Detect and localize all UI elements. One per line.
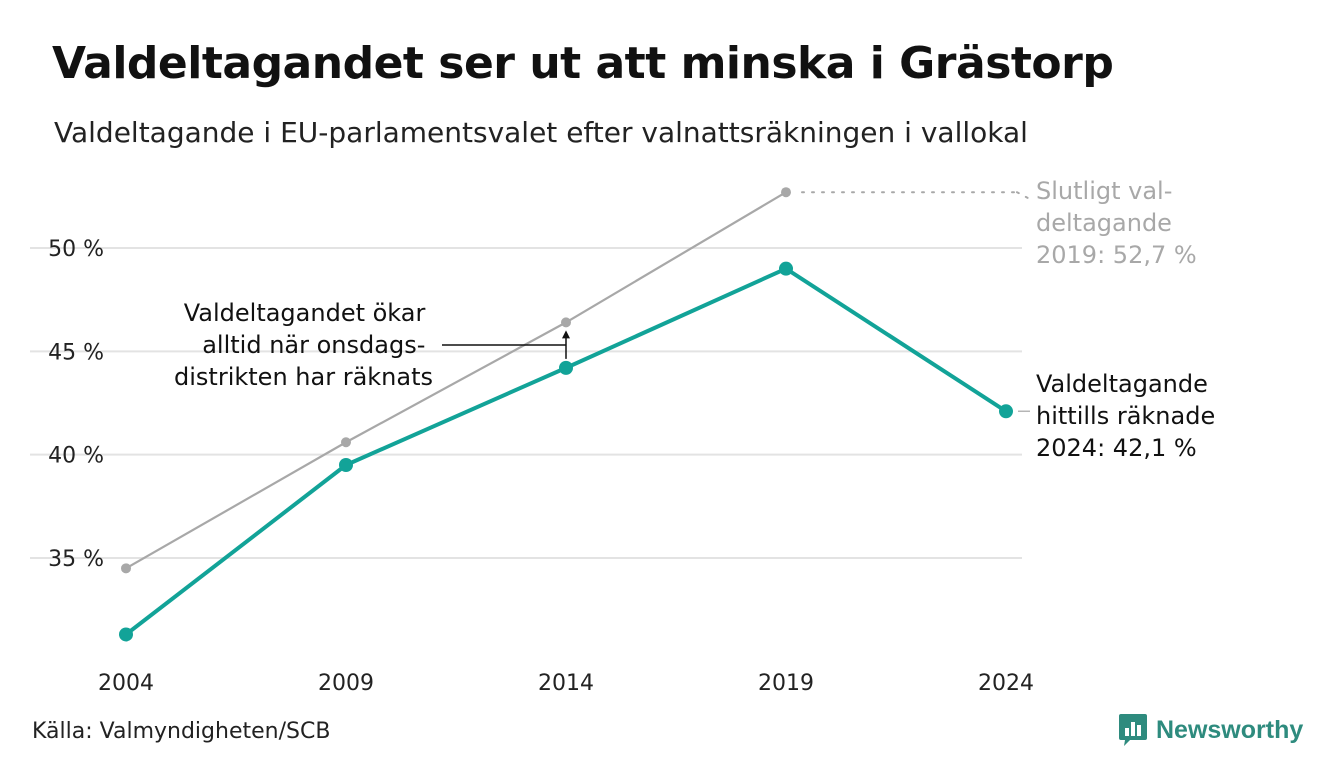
wednesday-annotation-arrowhead <box>562 330 570 339</box>
wednesday-annotation-line: Valdeltagandet ökar <box>184 299 426 327</box>
counted-2024-annotation-line: hittills räknade <box>1036 402 1215 430</box>
y-tick-label: 50 % <box>48 237 104 262</box>
final-2019-annotation-line: Slutligt val- <box>1036 177 1172 205</box>
series-lines <box>124 191 1008 637</box>
final-2019-annotation: Slutligt val- deltagande 2019: 52,7 % <box>1036 177 1197 269</box>
wednesday-annotation-line: alltid när onsdags- <box>202 331 425 359</box>
source-note: Källa: Valmyndigheten/SCB <box>32 719 331 744</box>
final-2019-annotation-line: 2019: 52,7 % <box>1036 241 1197 269</box>
series-points <box>119 187 1013 642</box>
annotations: Slutligt val- deltagande 2019: 52,7 % Va… <box>174 177 1223 462</box>
bar-chart-logo-icon <box>1119 714 1147 746</box>
data-point-final <box>561 317 571 328</box>
data-point-counted <box>559 360 573 375</box>
counted-2024-annotation: Valdeltagande hittills räknade 2024: 42,… <box>1036 370 1223 462</box>
data-point-counted <box>119 627 133 642</box>
y-tick-label: 35 % <box>48 547 104 572</box>
counted-2024-annotation-line: 2024: 42,1 % <box>1036 434 1197 462</box>
data-point-counted <box>339 458 353 472</box>
y-tick-label: 40 % <box>48 444 104 469</box>
x-tick-label: 2019 <box>758 671 814 696</box>
y-axis-ticks: 35 % 40 % 45 % 50 % <box>48 237 104 572</box>
final-2019-annotation-line: deltagande <box>1036 209 1172 237</box>
x-tick-label: 2009 <box>318 671 374 696</box>
series-line-final <box>124 191 788 570</box>
x-axis-ticks: 2004 2009 2014 2019 2024 <box>98 671 1034 696</box>
x-tick-label: 2024 <box>978 671 1034 696</box>
final-2019-leader-line <box>801 191 1033 202</box>
data-point-counted <box>779 261 793 276</box>
newsworthy-logo: Newsworthy <box>1118 713 1303 747</box>
logo-text: Newsworthy <box>1156 715 1304 744</box>
x-tick-label: 2004 <box>98 671 154 696</box>
x-tick-label: 2014 <box>538 671 594 696</box>
wednesday-annotation-line: distrikten har räknats <box>174 363 433 391</box>
chart-subtitle: Valdeltagande i EU-parlamentsvalet efter… <box>54 116 1028 149</box>
chart-title: Valdeltagandet ser ut att minska i Gräst… <box>52 38 1114 89</box>
wednesday-annotation: Valdeltagandet ökar alltid när onsdags- … <box>174 299 433 391</box>
counted-2024-annotation-line: Valdeltagande <box>1036 370 1208 398</box>
data-point-final <box>341 437 351 448</box>
y-tick-label: 45 % <box>48 340 104 365</box>
data-point-final <box>121 563 131 574</box>
data-point-counted <box>999 404 1013 419</box>
data-point-final <box>781 187 791 198</box>
gridlines <box>30 247 1022 559</box>
wednesday-annotation-leader <box>442 336 567 359</box>
